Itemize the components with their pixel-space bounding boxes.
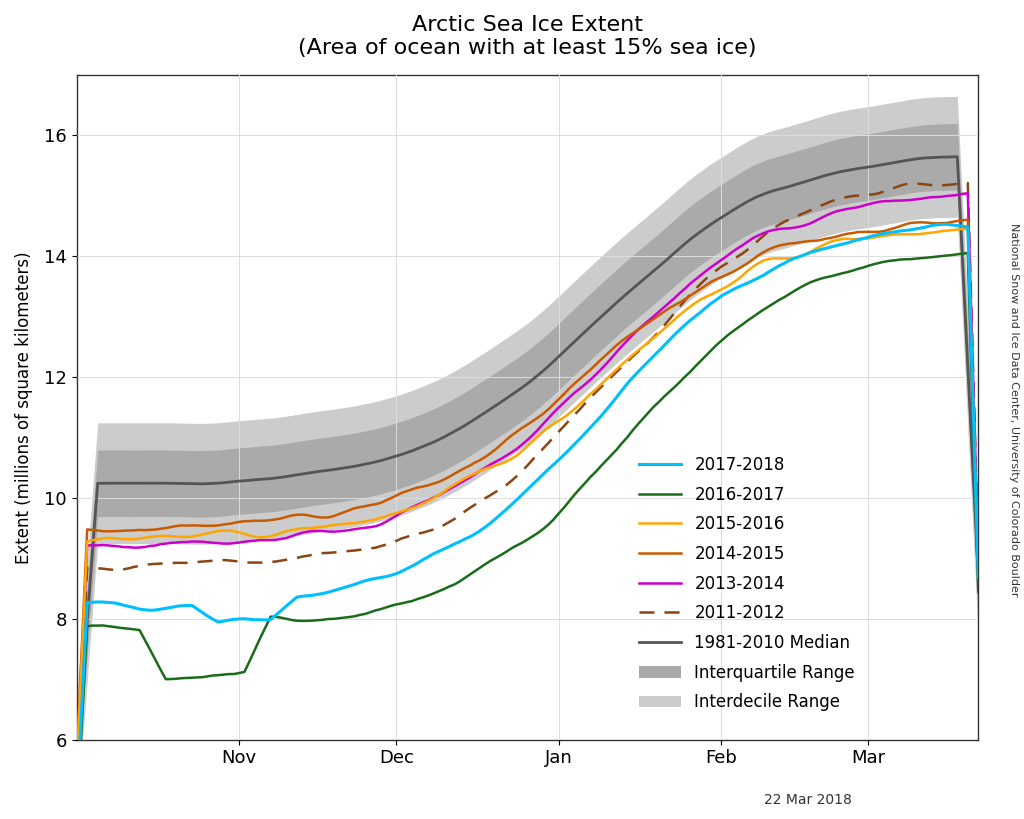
Legend: 2017-2018, 2016-2017, 2015-2016, 2014-2015, 2013-2014, 2011-2012, 1981-2010 Medi: 2017-2018, 2016-2017, 2015-2016, 2014-20… [633, 450, 862, 718]
Y-axis label: Extent (millions of square kilometers): Extent (millions of square kilometers) [15, 251, 33, 563]
Title: Arctic Sea Ice Extent
(Area of ocean with at least 15% sea ice): Arctic Sea Ice Extent (Area of ocean wit… [298, 15, 757, 58]
Text: National Snow and Ice Data Center, University of Colorado Boulder: National Snow and Ice Data Center, Unive… [1009, 223, 1019, 596]
Text: 22 Mar 2018: 22 Mar 2018 [764, 793, 852, 807]
